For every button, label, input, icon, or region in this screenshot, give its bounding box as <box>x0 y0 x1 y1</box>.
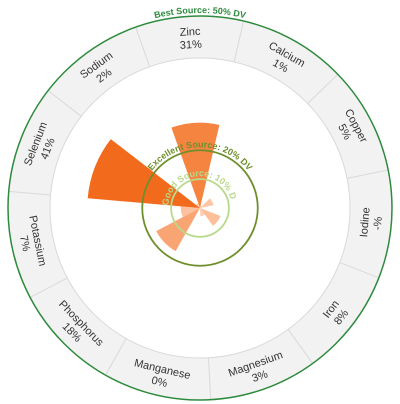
nutrient-name: Zinc <box>179 26 201 39</box>
wedge-copper <box>200 198 214 208</box>
threshold-ring <box>141 149 259 267</box>
segment-divider <box>207 357 212 400</box>
wedge-potassium <box>180 206 200 217</box>
segment-divider <box>346 169 389 179</box>
segment-label-iodine: Iodine -% <box>358 207 385 238</box>
wedge-iron <box>200 208 221 226</box>
segment-divider <box>47 90 82 117</box>
wedge-selenium <box>87 139 200 208</box>
segment-divider <box>29 277 68 298</box>
segment-divider <box>105 338 127 376</box>
wedge-calcium <box>200 205 202 208</box>
nutrient-value: 31% <box>179 39 202 52</box>
best-label-bg <box>145 3 255 14</box>
inner-ring-edge <box>49 57 351 359</box>
segment-divider <box>8 190 51 196</box>
segment-divider <box>287 329 314 364</box>
threshold-ring <box>7 15 393 401</box>
segment-divider <box>307 73 339 104</box>
wedge-zinc <box>171 122 220 208</box>
segment-divider <box>135 26 151 67</box>
wedge-sodium <box>195 202 200 208</box>
threshold-ring <box>170 178 230 238</box>
nutrient-value: 3% <box>251 368 270 385</box>
nutrient-value: 0% <box>150 375 168 390</box>
segment-divider <box>339 262 380 279</box>
nutrient-value: 7% <box>17 234 32 252</box>
nutrient-value: -% <box>372 216 385 231</box>
wedge-phosphorus <box>156 208 200 252</box>
segment-divider <box>233 20 245 63</box>
nutrient-name: Iodine <box>358 207 373 238</box>
wedge-magnesium <box>200 208 205 217</box>
